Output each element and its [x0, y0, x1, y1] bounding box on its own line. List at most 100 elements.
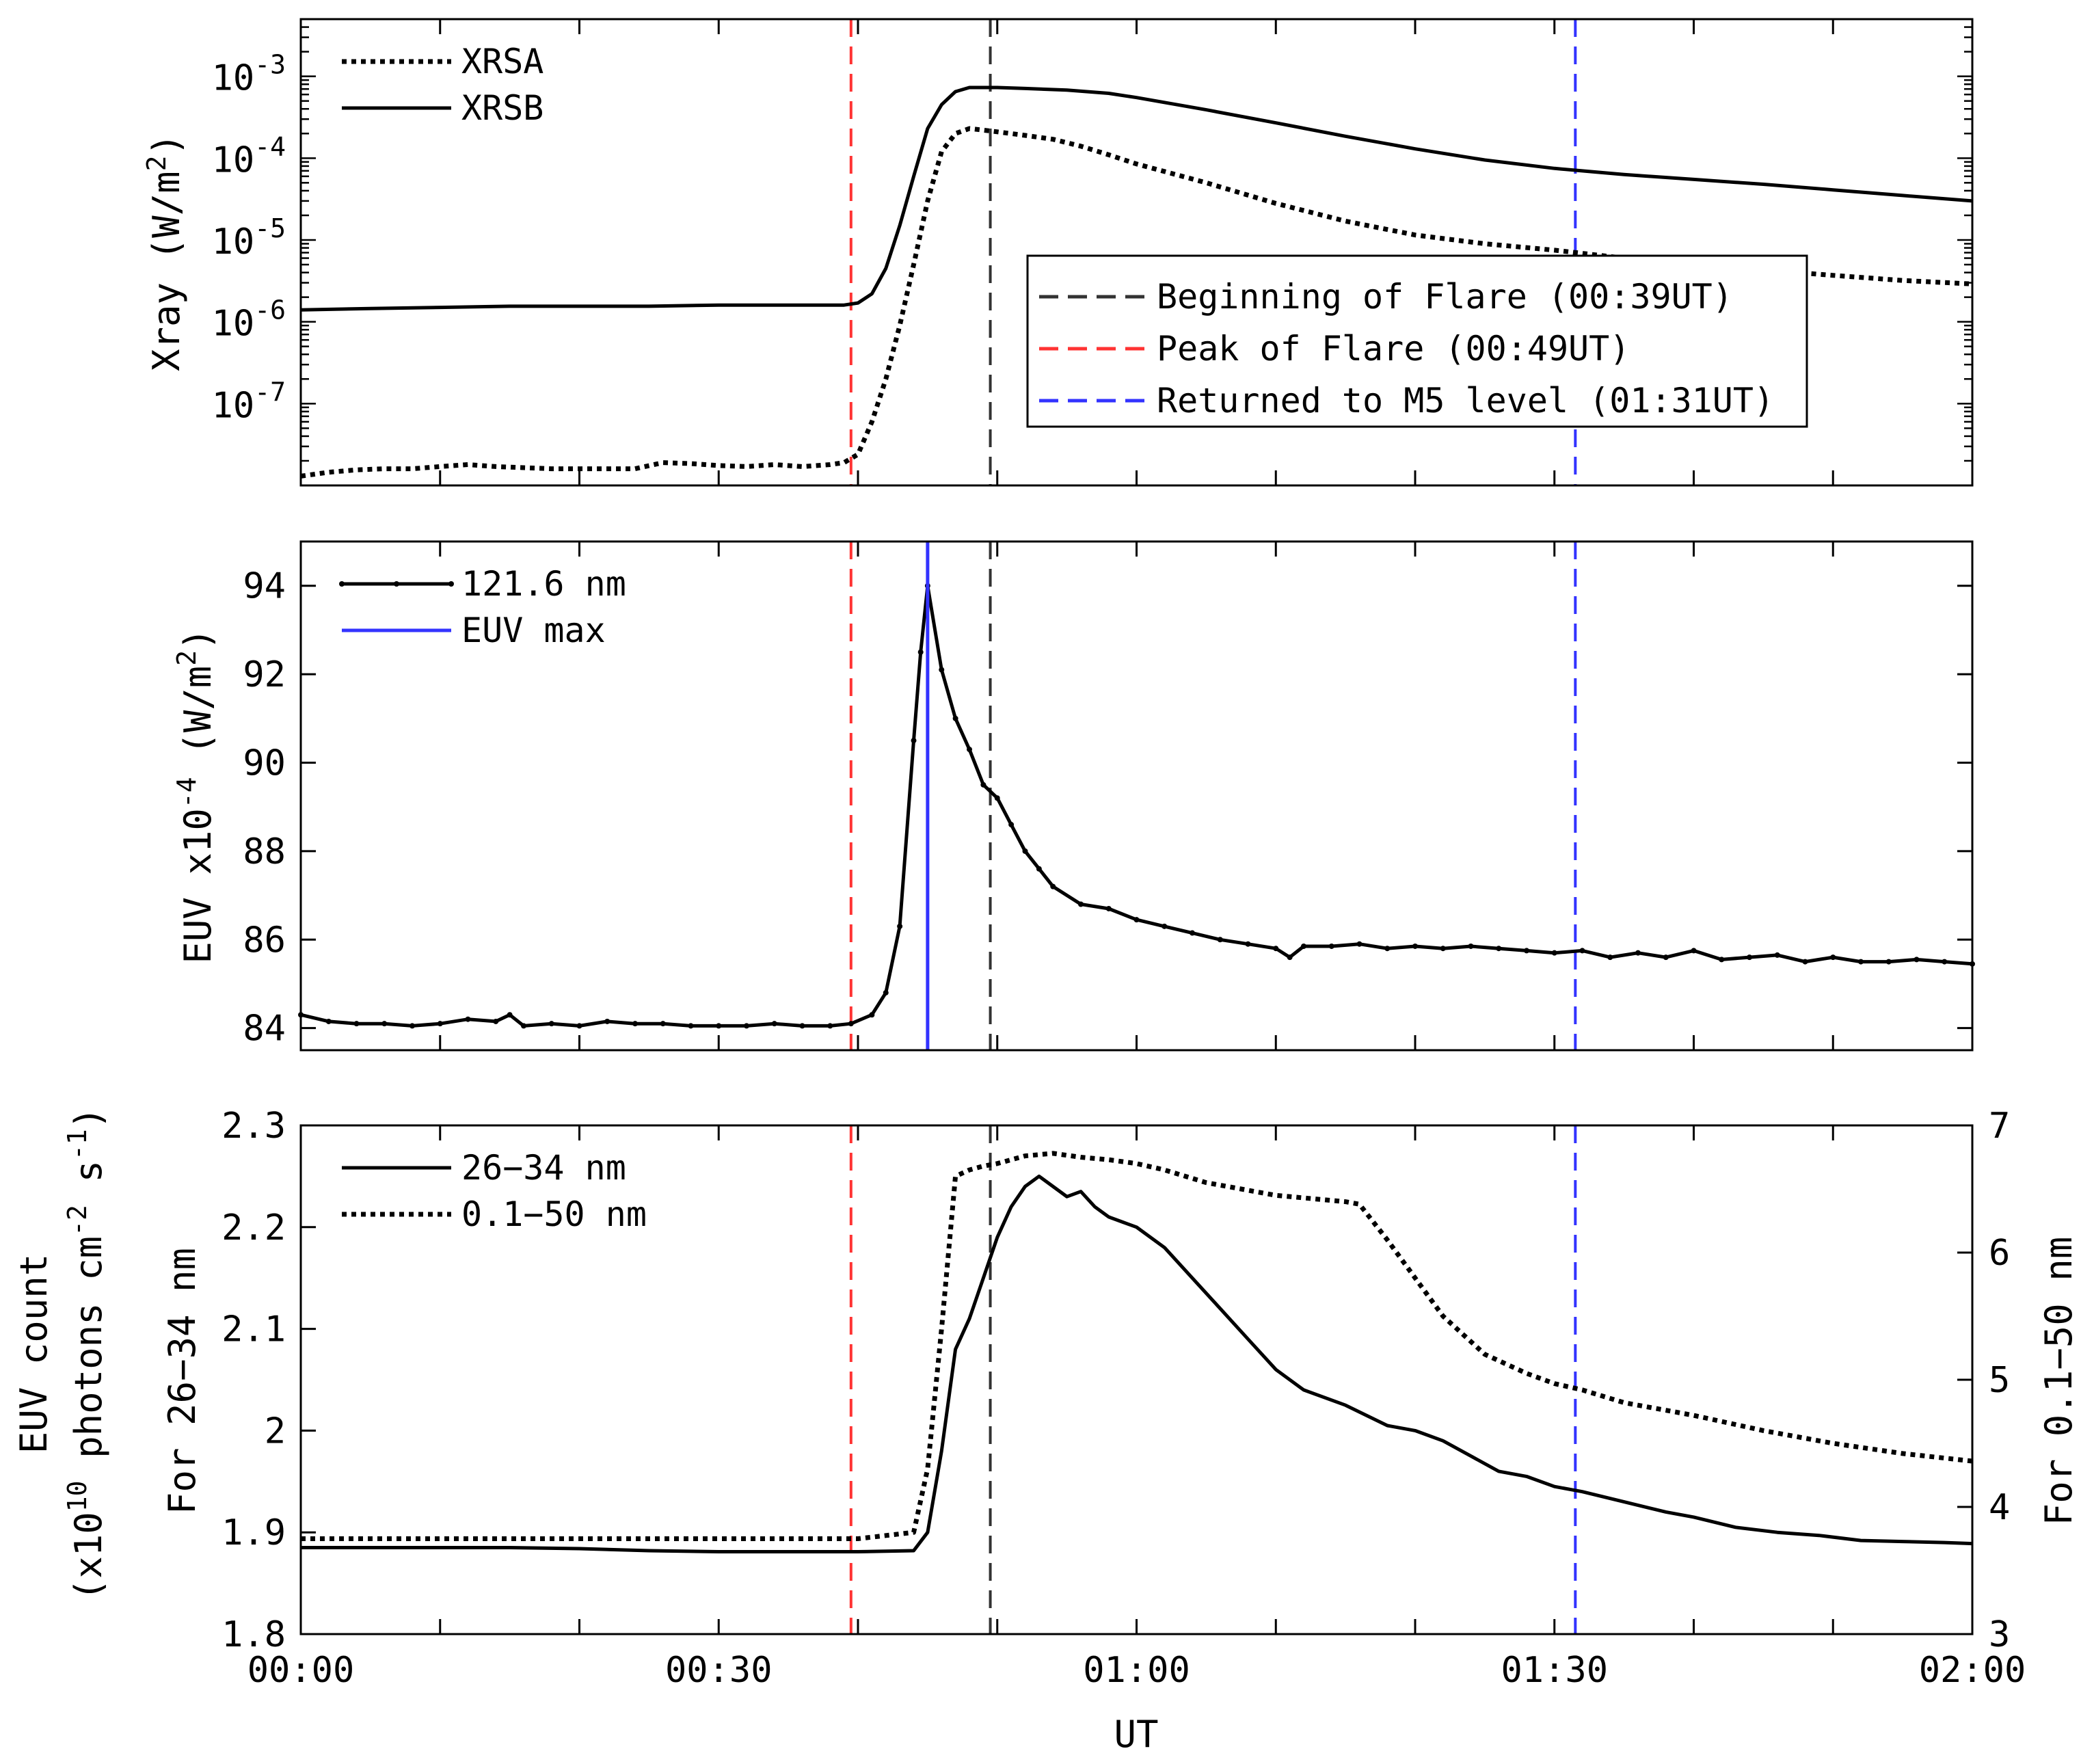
legend-label-1: XRSB	[461, 88, 543, 128]
legend-label-1: 0.1−50 nm	[461, 1194, 647, 1234]
data-point-51	[1440, 946, 1446, 952]
data-point-54	[1524, 948, 1529, 954]
data-point-46	[1301, 943, 1306, 949]
y-tick-label-left: 2.3	[222, 1106, 286, 1147]
data-point-45	[1287, 954, 1293, 961]
data-point-19	[799, 1023, 805, 1029]
data-point-16	[716, 1023, 722, 1029]
xray-ticks: 10-7 10-6 10-5 10-4 10-3	[212, 18, 1974, 487]
euv-panel: 84 86 88 90 92 94 EUV x10-4 (W/m2) 121.6 nm EU…	[172, 540, 1975, 1052]
data-point-29	[952, 715, 958, 721]
data-point-22	[869, 1012, 875, 1018]
euv-legend: 121.6 nm EUV max	[339, 564, 626, 650]
legend-label-0: XRSA	[461, 42, 543, 81]
data-point-57	[1607, 954, 1613, 961]
data-point-44	[1273, 946, 1279, 952]
x-tick-label: 02:00	[1919, 1650, 2026, 1691]
data-point-68	[1914, 957, 1920, 963]
y-tick-label: 10-6	[212, 295, 286, 345]
data-point-40	[1162, 923, 1168, 929]
data-point-65	[1830, 954, 1836, 961]
y-tick-label-left: 2	[265, 1411, 286, 1452]
data-point-4	[410, 1023, 415, 1029]
data-point-48	[1356, 941, 1363, 947]
data-point-9	[521, 1023, 526, 1029]
data-point-33	[1008, 822, 1015, 828]
data-point-12	[604, 1018, 610, 1024]
legend-dot	[339, 581, 345, 587]
events-legend-box	[1026, 254, 1808, 428]
data-point-1	[325, 1018, 332, 1024]
x-tick-label: 01:30	[1501, 1650, 1608, 1691]
data-point-47	[1328, 943, 1334, 949]
data-point-14	[660, 1021, 666, 1027]
data-point-56	[1579, 948, 1585, 954]
data-point-18	[771, 1021, 777, 1027]
y-tick-label-left: 1.9	[222, 1512, 286, 1553]
y-tick-label: 84	[243, 1008, 286, 1050]
y-tick-label-right: 7	[1989, 1106, 2010, 1147]
data-point-23	[883, 989, 889, 995]
data-point-6	[465, 1016, 471, 1022]
euv-ylabel: EUV x10-4 (W/m2)	[172, 628, 219, 963]
y-tick-label: 10-7	[212, 377, 286, 426]
y-tick-label-left: 1.8	[222, 1614, 286, 1655]
y-tick-label-right: 4	[1989, 1487, 2010, 1528]
data-point-58	[1635, 950, 1641, 956]
data-point-59	[1663, 954, 1669, 961]
events-legend-label-1: Peak of Flare (00:49UT)	[1157, 329, 1630, 369]
series-line-0	[300, 126, 1973, 479]
data-point-38	[1105, 905, 1112, 911]
data-point-15	[688, 1023, 694, 1029]
data-point-49	[1384, 946, 1391, 952]
data-point-24	[897, 923, 903, 929]
data-point-17	[744, 1023, 749, 1029]
series-line-0	[301, 1174, 1973, 1553]
data-point-50	[1412, 943, 1418, 949]
y-tick-label: 10-3	[212, 50, 286, 99]
count-legend: 26−34 nm 0.1−50 nm	[342, 1148, 647, 1234]
y-tick-label: 86	[243, 920, 286, 961]
x-tick-label: 00:30	[665, 1650, 773, 1691]
xray-series	[300, 85, 1973, 479]
xray-panel: 10-710-610-510-410-3 Xray (W/m2) XRSAXRS…	[142, 18, 1974, 487]
legend-label-1: EUV max	[461, 611, 606, 650]
data-point-25	[911, 738, 917, 744]
data-point-11	[576, 1023, 582, 1029]
data-point-62	[1747, 954, 1752, 961]
data-point-41	[1190, 930, 1195, 936]
data-point-43	[1245, 941, 1251, 947]
data-point-31	[980, 781, 986, 788]
data-point-34	[1022, 848, 1028, 854]
flare-events-legend: Beginning of Flare (00:39UT) Peak of Flar…	[1026, 254, 1808, 428]
xray-legend: XRSA XRSB	[342, 42, 543, 128]
data-point-26	[917, 649, 924, 655]
series-line-1	[300, 85, 1973, 312]
events-legend-label-2: Returned to M5 level (01:31UT)	[1157, 381, 1774, 420]
data-point-20	[827, 1023, 833, 1029]
legend-label-0: 121.6 nm	[461, 564, 626, 604]
data-point-13	[632, 1021, 638, 1027]
euv-event-lines	[849, 542, 1577, 1050]
legend-label-0: 26−34 nm	[461, 1148, 626, 1188]
count-series	[301, 1151, 1973, 1553]
euv-ticks: 84 86 88 90 92 94	[243, 542, 1974, 1050]
legend-dot	[394, 581, 399, 587]
data-point-36	[1050, 883, 1056, 890]
y-tick-label-right: 6	[1989, 1233, 2010, 1274]
data-point-35	[1036, 866, 1042, 872]
data-point-63	[1774, 952, 1780, 958]
data-point-32	[994, 795, 1000, 801]
data-point-64	[1802, 959, 1808, 965]
data-point-10	[548, 1021, 554, 1027]
y-tick-label: 92	[243, 654, 286, 695]
data-point-55	[1551, 950, 1557, 956]
data-point-7	[493, 1018, 499, 1024]
legend-dot	[448, 581, 454, 587]
count-ticks: 00:00 00:30 01:00 01:30 02:00 1.8 1.9 2 2.1 2.2 2.…	[222, 1106, 2026, 1691]
y-tick-label: 88	[243, 831, 286, 872]
events-legend-label-0: Beginning of Flare (00:39UT)	[1157, 277, 1733, 317]
y-tick-label: 90	[243, 743, 286, 784]
data-point-3	[381, 1021, 388, 1027]
